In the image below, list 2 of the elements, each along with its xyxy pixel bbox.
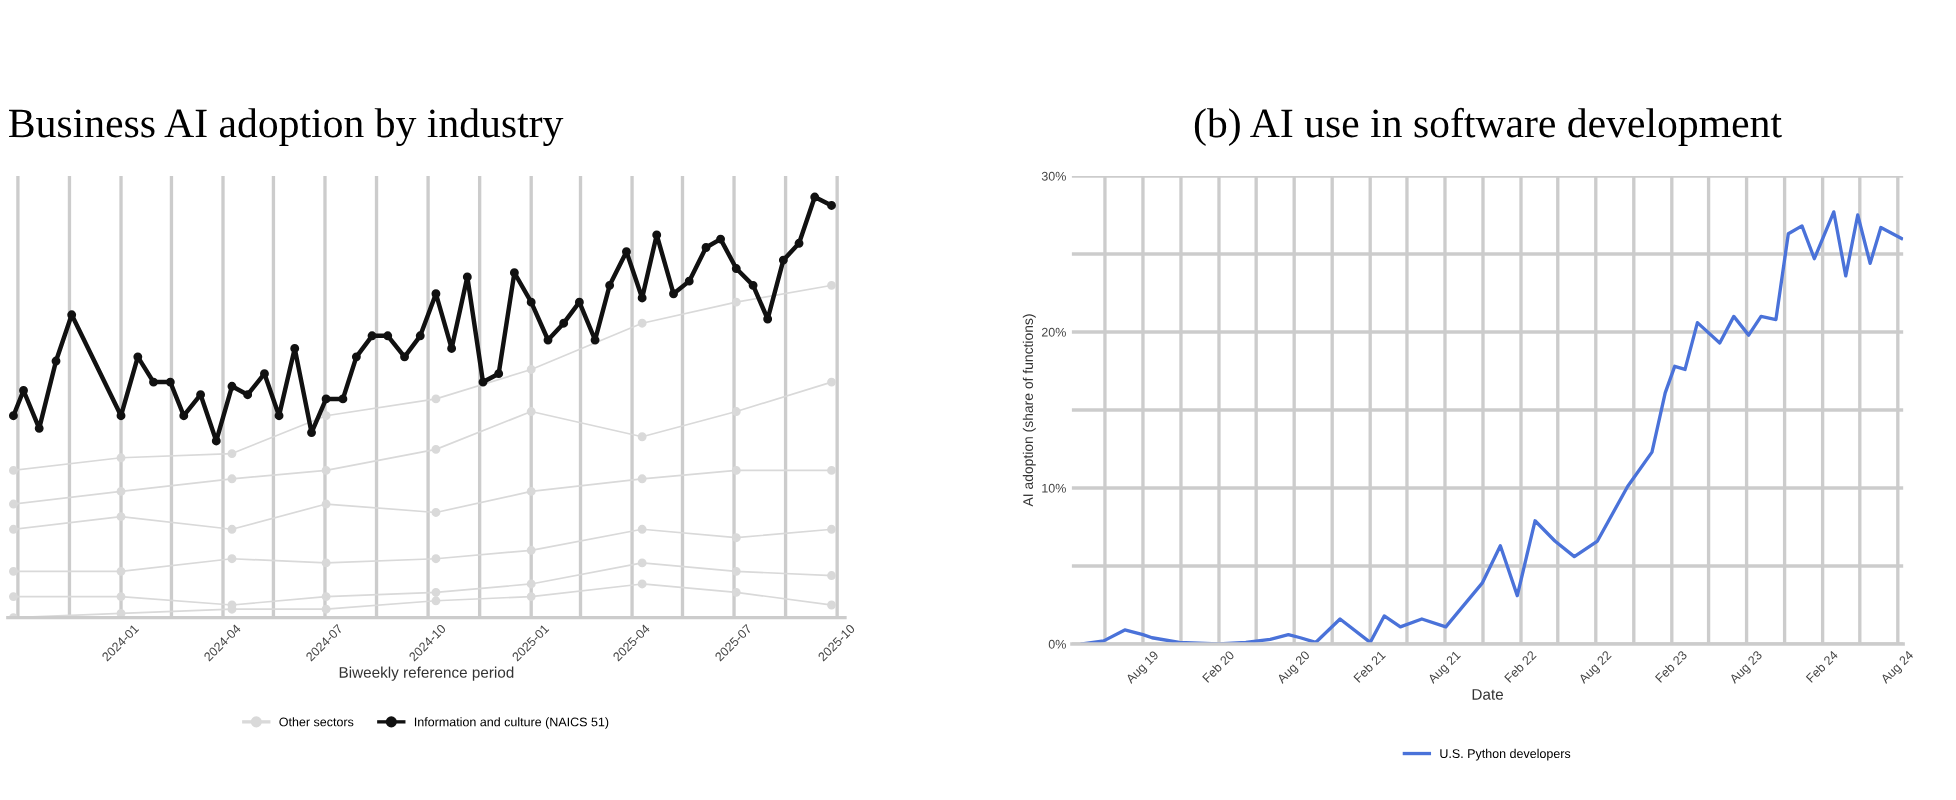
chart-title: (b) AI use in software development — [1194, 107, 1782, 146]
chart-title: Business AI adoption by industry — [9, 108, 564, 147]
